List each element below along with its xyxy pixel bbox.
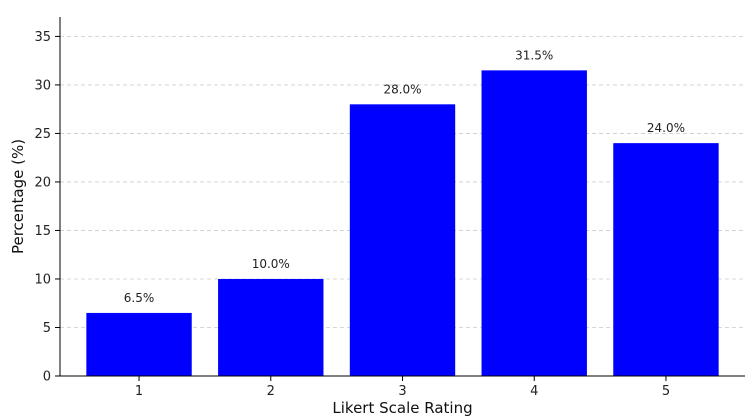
y-tick-label: 20 (34, 175, 51, 190)
x-tick-label: 1 (135, 384, 143, 399)
y-tick-label: 0 (43, 370, 51, 385)
bar (481, 70, 587, 376)
bar-value-label: 10.0% (252, 257, 290, 271)
x-tick-label: 5 (662, 384, 670, 399)
bar (349, 104, 456, 376)
bar (86, 312, 192, 376)
y-tick-label: 25 (34, 127, 51, 142)
y-tick-label: 30 (34, 78, 51, 93)
y-ticks: 0 5 10 15 20 25 30 35 (34, 30, 60, 385)
y-tick-label: 5 (43, 321, 51, 336)
y-tick-label: 35 (34, 30, 51, 45)
bar-value-label: 6.5% (124, 291, 155, 305)
bar (613, 143, 719, 376)
y-tick-label: 10 (34, 272, 51, 287)
x-tick-label: 3 (398, 384, 406, 399)
bar-value-label: 24.0% (647, 121, 685, 135)
x-tick-label: 2 (267, 384, 275, 399)
bars-layer (86, 70, 719, 376)
data-labels: 6.5% 10.0% 28.0% 31.5% 24.0% (124, 48, 685, 305)
x-ticks: 1 2 3 4 5 (135, 376, 670, 399)
bar (218, 278, 324, 376)
x-tick-label: 4 (530, 384, 538, 399)
x-axis-title: Likert Scale Rating (332, 399, 472, 417)
y-tick-label: 15 (34, 224, 51, 239)
bar-value-label: 28.0% (383, 82, 421, 96)
y-axis-title: Percentage (%) (9, 139, 27, 254)
bar-value-label: 31.5% (515, 48, 553, 62)
